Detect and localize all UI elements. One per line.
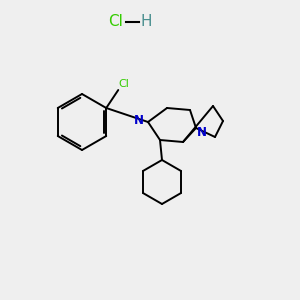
Text: Cl: Cl xyxy=(108,14,123,29)
Text: N: N xyxy=(197,127,207,140)
Text: N: N xyxy=(134,115,144,128)
Text: H: H xyxy=(141,14,152,29)
Text: Cl: Cl xyxy=(118,79,129,89)
